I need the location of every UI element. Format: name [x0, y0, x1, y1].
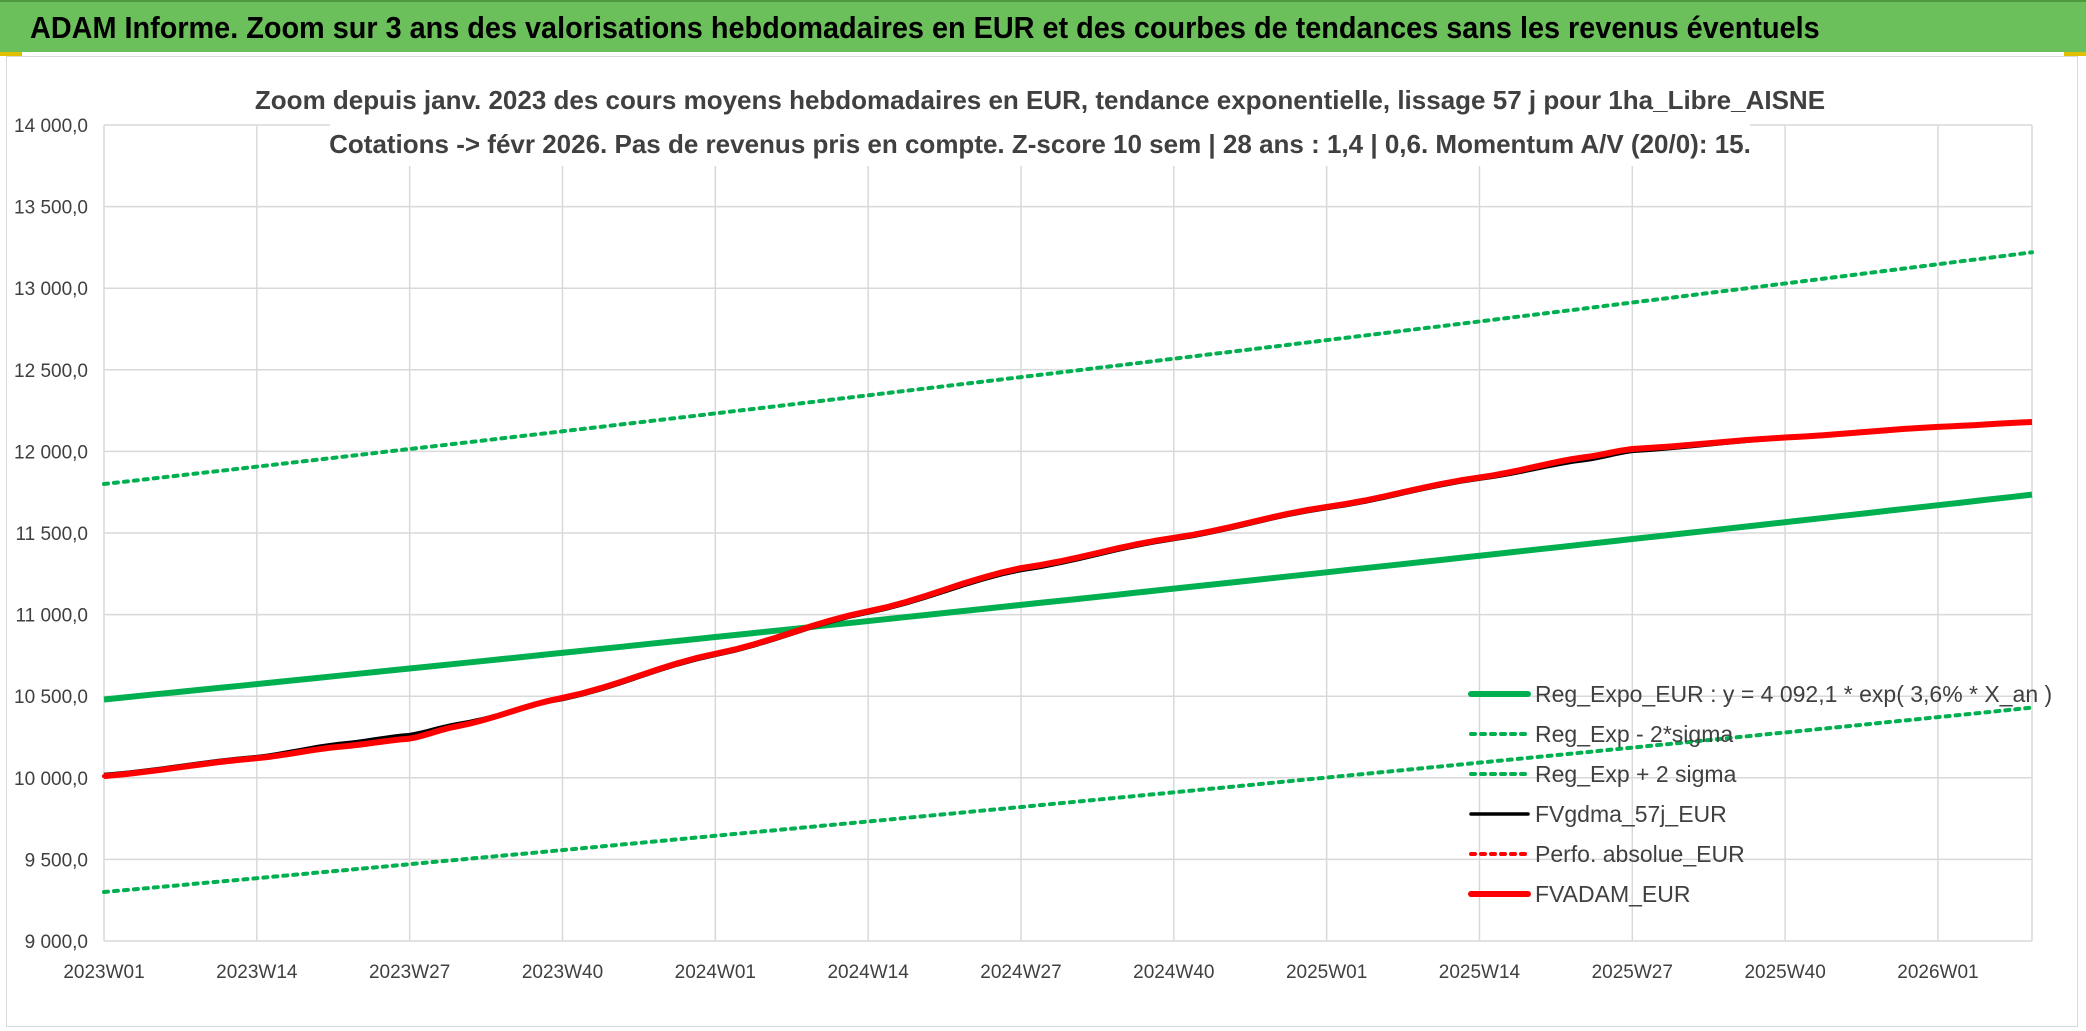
x-tick-label: 2024W40: [1133, 962, 1214, 983]
y-tick-label: 11 000,0: [15, 606, 88, 627]
page-title: ADAM Informe. Zoom sur 3 ans des valoris…: [30, 10, 1820, 45]
x-axis-labels: 2023W01 2023W14 2023W27 2023W40 2024W01 2024W…: [63, 962, 1978, 983]
header-bar: ADAM Informe. Zoom sur 3 ans des valoris…: [0, 0, 2086, 52]
legend-fvadam-label: FVADAM_EUR: [1535, 881, 1691, 907]
header-corner-left: [0, 52, 22, 56]
chart-grid: [103, 124, 2033, 942]
y-tick-label: 13 000,0: [14, 279, 88, 300]
x-tick-label: 2024W01: [675, 962, 756, 983]
y-tick-label: 12 500,0: [14, 361, 88, 382]
x-tick-label: 2025W27: [1592, 962, 1673, 983]
x-tick-label: 2023W27: [369, 962, 450, 983]
y-axis-labels: 14 000,0 13 500,0 13 000,0 12 500,0 12 000,0…: [14, 116, 88, 953]
x-tick-label: 2025W40: [1744, 962, 1825, 983]
header-corner-right: [2064, 52, 2086, 56]
legend-reg-plus-2sigma-label: Reg_Exp + 2 sigma: [1535, 761, 1737, 787]
y-tick-label: 12 000,0: [14, 442, 88, 463]
series-fvadam: [103, 419, 2033, 780]
chart-title-background: [330, 80, 1750, 166]
x-tick-label: 2023W40: [522, 962, 603, 983]
x-tick-label: 2024W27: [980, 962, 1061, 983]
chart-legend: Reg_Expo_EUR : y = 4 092,1 * exp( 3,6% *…: [1468, 681, 2052, 907]
y-tick-label: 9 000,0: [25, 932, 88, 953]
series-reg-plus-2sigma: [102, 250, 2034, 486]
x-tick-label: 2025W14: [1439, 962, 1521, 983]
y-tick-label: 14 000,0: [14, 116, 88, 137]
series-reg-expo: [103, 491, 2033, 703]
chart-series: [102, 250, 2034, 894]
legend-reg-minus-2sigma-label: Reg_Exp - 2*sigma: [1535, 721, 1733, 747]
x-tick-label: 2026W01: [1897, 962, 1978, 983]
y-tick-label: 9 500,0: [25, 850, 88, 871]
series-reg-minus-2sigma: [102, 705, 2034, 894]
legend-reg-expo-label: Reg_Expo_EUR : y = 4 092,1 * exp( 3,6% *…: [1535, 681, 2052, 707]
y-tick-label: 13 500,0: [14, 198, 88, 219]
legend-fvgdma-57j-label: FVgdma_57j_EUR: [1535, 801, 1727, 827]
y-tick-label: 10 500,0: [14, 687, 88, 708]
chart-frame: [6, 56, 2078, 1027]
x-tick-label: 2023W01: [63, 962, 144, 983]
chart-title-line-2: Cotations -> févr 2026. Pas de revenus p…: [329, 129, 1751, 159]
x-tick-label: 2024W14: [827, 962, 909, 983]
y-tick-label: 10 000,0: [14, 769, 88, 790]
x-tick-label: 2025W01: [1286, 962, 1367, 983]
y-tick-label: 11 500,0: [15, 524, 88, 545]
x-tick-label: 2023W14: [216, 962, 298, 983]
legend-perfo-absolue-label: Perfo. absolue_EUR: [1535, 841, 1745, 867]
chart-title-line-1: Zoom depuis janv. 2023 des cours moyens …: [255, 85, 1825, 115]
